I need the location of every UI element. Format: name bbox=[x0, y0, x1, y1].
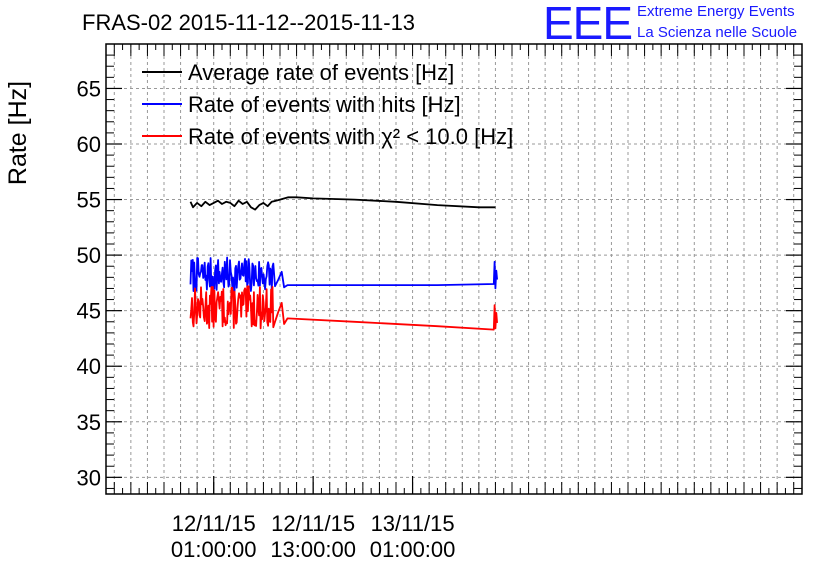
y-axis-label: Rate [Hz] bbox=[4, 81, 32, 185]
y-tick-label: 50 bbox=[77, 243, 101, 268]
x-tick-label-time: 01:00:00 bbox=[171, 537, 257, 562]
legend-label-2: Rate of events with χ² < 10.0 [Hz] bbox=[188, 124, 513, 149]
series-line-2 bbox=[189, 285, 498, 331]
legend-label-0: Average rate of events [Hz] bbox=[188, 60, 454, 85]
x-tick-label-time: 13:00:00 bbox=[270, 537, 356, 562]
logo-line-1: Extreme Energy Events bbox=[637, 3, 795, 20]
series-layer bbox=[189, 196, 498, 331]
axes: 303540455055606512/11/1501:00:0012/11/15… bbox=[77, 44, 802, 562]
y-tick-label: 60 bbox=[77, 132, 101, 157]
chart-title: FRAS-02 2015-11-12--2015-11-13 bbox=[82, 10, 416, 35]
series-line-0 bbox=[189, 196, 496, 211]
y-tick-label: 55 bbox=[77, 188, 101, 213]
y-tick-label: 65 bbox=[77, 76, 101, 101]
series-line-1 bbox=[189, 256, 498, 294]
y-tick-label: 45 bbox=[77, 299, 101, 324]
x-tick-label-date: 12/11/15 bbox=[172, 511, 256, 536]
y-tick-label: 40 bbox=[77, 354, 101, 379]
x-tick-label-time: 01:00:00 bbox=[370, 537, 456, 562]
y-tick-label: 30 bbox=[77, 465, 101, 490]
grid bbox=[106, 44, 802, 494]
x-tick-label-date: 13/11/15 bbox=[371, 511, 455, 536]
eee-logo: EEE bbox=[543, 0, 633, 49]
legend: Average rate of events [Hz] Rate of event… bbox=[142, 60, 513, 149]
legend-label-1: Rate of events with hits [Hz] bbox=[188, 92, 461, 117]
y-tick-label: 35 bbox=[77, 410, 101, 435]
logo-line-2: La Scienza nelle Scuole bbox=[637, 24, 798, 41]
x-tick-label-date: 12/11/15 bbox=[271, 511, 355, 536]
